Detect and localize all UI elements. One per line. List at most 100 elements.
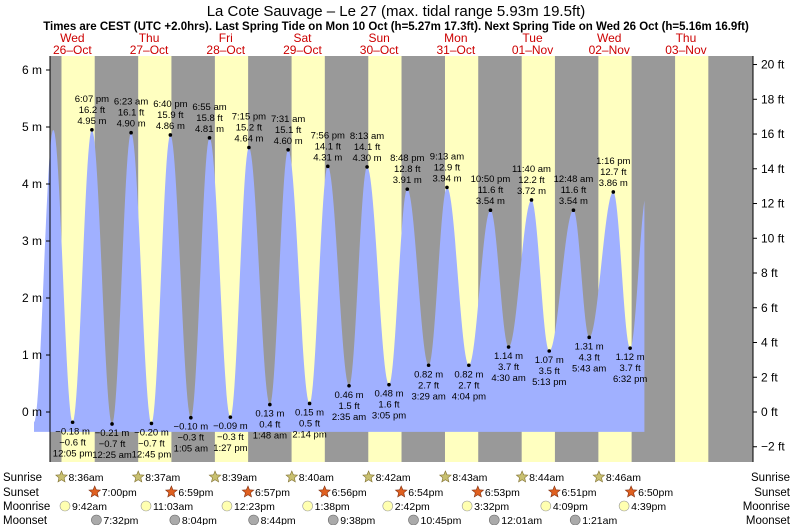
tide-time: 7:31 am [271, 114, 305, 125]
tide-height-m: 0.15 m [295, 407, 324, 418]
moonset-icon [91, 514, 102, 525]
moonset-icon [169, 514, 181, 525]
moonrise-icon [59, 500, 71, 512]
right-tick-label: 4 ft [761, 336, 778, 350]
tide-time: 12:48 am [554, 174, 594, 185]
daylight-band [675, 56, 709, 462]
tide-time: 6:40 pm [153, 99, 187, 110]
sunset-row-label-left: Sunset [3, 487, 40, 499]
tide-height-ft: 2.7 ft [458, 380, 479, 391]
tide-point [426, 363, 431, 368]
tide-time: 12:05 pm [53, 448, 93, 459]
tide-point [307, 401, 312, 406]
sunrise-time: 8:42am [376, 472, 411, 484]
tide-height-ft: 15.1 ft [275, 125, 302, 136]
tide-time: 9:13 am [430, 151, 464, 162]
tide-height-ft: 1.5 ft [338, 401, 359, 412]
moonrise-icon [221, 500, 233, 512]
sunrise-icon [438, 470, 452, 483]
tide-height-m: 3.94 m [432, 173, 461, 184]
tide-point [168, 133, 173, 137]
sunrise-time: 8:44am [529, 472, 564, 484]
tide-point [571, 208, 576, 213]
tide-height-m: −0.20 m [134, 427, 169, 438]
tide-height-ft: −0.6 ft [59, 437, 86, 448]
tide-height-m: 3.91 m [393, 175, 422, 186]
tide-height-m: 3.72 m [517, 186, 546, 197]
sunset-time: 6:56pm [332, 487, 367, 499]
tide-point [90, 128, 94, 132]
tide-height-ft: 12.7 ft [600, 167, 627, 178]
tide-point [365, 165, 369, 169]
tide-time: 11:40 am [512, 164, 551, 175]
tide-height-ft: 12.2 ft [518, 175, 545, 186]
tide-height-m: 4.90 m [117, 119, 146, 130]
tide-height-m: −0.18 m [55, 426, 90, 437]
chart-subtitle: Times are CEST (UTC +2.0hrs). Last Sprin… [43, 21, 749, 33]
left-tick-label: 6 m [22, 63, 42, 77]
left-tick-label: 5 m [22, 120, 42, 134]
day-date: 27–Oct [130, 43, 169, 57]
moonset-time: 8:44pm [261, 515, 296, 525]
tide-time: 6:32 pm [613, 374, 647, 385]
sunset-time: 6:57pm [255, 487, 290, 499]
left-tick-label: 3 m [22, 234, 42, 248]
tide-time: 7:56 pm [311, 130, 345, 141]
sunset-time: 6:50pm [638, 487, 673, 499]
tide-height-m: 0.46 m [335, 390, 364, 401]
tide-height-m: −0.10 m [174, 422, 209, 433]
sunrise-icon [285, 470, 299, 483]
tide-point [445, 185, 449, 190]
sunrise-icon [131, 470, 145, 483]
sunrise-icon [55, 470, 68, 483]
tide-point [228, 415, 233, 419]
tide-point [405, 187, 410, 191]
water-area [34, 129, 645, 432]
tide-height-ft: 15.9 ft [157, 110, 184, 121]
day-date: 31–Oct [436, 43, 475, 57]
day-name: Tue [522, 31, 543, 45]
tide-time: 1:27 pm [213, 443, 247, 454]
tide-time: 6:07 pm [75, 94, 109, 105]
moonset-icon [248, 514, 259, 525]
tide-time: 6:55 am [192, 102, 226, 113]
tide-point [529, 198, 534, 202]
moonset-time: 10:45pm [421, 515, 462, 525]
tide-point [488, 208, 493, 213]
moonrise-row-label-right: Moonrise [743, 501, 790, 513]
right-tick-label: 14 ft [761, 162, 785, 176]
tide-time: 5:43 am [572, 363, 606, 374]
moonrise-icon [140, 500, 152, 512]
day-name: Fri [219, 31, 233, 45]
tide-height-ft: 12.9 ft [434, 162, 461, 173]
tide-height-ft: 16.2 ft [79, 105, 106, 116]
right-tick-label: 20 ft [761, 58, 785, 72]
tide-height-ft: −0.7 ft [138, 438, 165, 449]
sunrise-icon [362, 470, 376, 483]
day-name: Thu [139, 31, 160, 45]
moonset-time: 12:01am [501, 515, 542, 525]
sunset-icon [624, 485, 638, 498]
sunrise-time: 8:43am [452, 472, 487, 484]
tide-height-m: 0.13 m [255, 409, 284, 420]
sunrise-row-label-left: Sunrise [3, 472, 42, 484]
day-headers: Wed26–OctThu27–OctFri28–OctSat29–OctSun3… [53, 31, 707, 57]
tide-height-ft: 1.6 ft [378, 400, 399, 411]
tide-height-m: 1.31 m [575, 341, 604, 352]
right-tick-label: 2 ft [761, 370, 778, 384]
right-tick-label: 6 ft [761, 301, 778, 315]
tide-point [506, 345, 511, 349]
moonrise-time: 1:38pm [315, 501, 350, 513]
tide-point [467, 363, 471, 368]
tide-time: 8:13 am [350, 131, 384, 142]
moonset-icon [488, 514, 500, 525]
tide-height-m: 1.14 m [494, 351, 523, 362]
tide-height-ft: 11.6 ft [478, 185, 504, 196]
left-tick-label: 2 m [22, 291, 42, 305]
moonrise-icon [540, 500, 552, 512]
sunset-icon [88, 485, 102, 498]
tide-point [325, 164, 330, 169]
tide-time: 3:29 am [411, 391, 445, 402]
